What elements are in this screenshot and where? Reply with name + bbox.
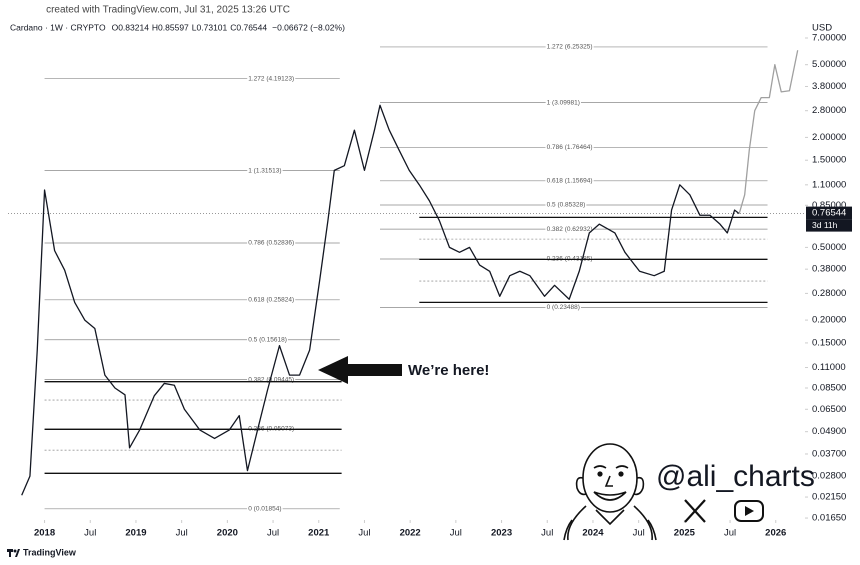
- x-tick-label: 2024: [582, 528, 604, 539]
- x-tick-label: Jul: [84, 528, 96, 539]
- y-tick-label: 0.11000: [812, 362, 846, 373]
- fib-label: 1 (3.09981): [547, 99, 580, 106]
- x-tick-label: Jul: [176, 528, 188, 539]
- x-tick-label: Jul: [541, 528, 553, 539]
- y-tick-label: 5.00000: [812, 59, 846, 70]
- y-tick-label: 1.10000: [812, 179, 846, 190]
- annotation: We’re here!: [408, 362, 489, 379]
- avatar: [563, 443, 657, 541]
- y-tick-label: 0.06500: [812, 404, 846, 415]
- fib-label: 0.618 (0.25824): [248, 297, 294, 304]
- x-tick-label: 2025: [674, 528, 696, 539]
- y-tick-label: 0.01650: [812, 513, 846, 524]
- y-tick-label: 0.28000: [812, 288, 846, 299]
- y-tick-label: 0.02150: [812, 492, 846, 503]
- currency: USD: [812, 23, 832, 34]
- x-icon: [684, 499, 706, 523]
- fib-label: 0 (0.23488): [547, 304, 580, 311]
- price-line: [738, 50, 799, 214]
- y-tick-label: 0.03700: [812, 448, 846, 459]
- x-tick-label: Jul: [450, 528, 462, 539]
- x-tick-label: 2018: [34, 528, 55, 539]
- y-tick-label: 0.04900: [812, 426, 846, 437]
- fib-label: 0.5 (0.85328): [547, 202, 586, 209]
- ohlc-value: C0.76544: [230, 22, 267, 32]
- x-tick-label: Jul: [633, 528, 645, 539]
- x-tick-label: Jul: [358, 528, 370, 539]
- youtube-icon: [734, 500, 764, 522]
- x-tick-label: 2020: [217, 528, 238, 539]
- y-tick-label: 0.85000: [812, 200, 846, 211]
- symbol: Cardano · 1W · CRYPTO: [10, 22, 106, 32]
- arrow: [318, 356, 402, 384]
- y-tick-label: 0.08500: [812, 383, 846, 394]
- y-tick-label: 3.80000: [812, 81, 846, 92]
- countdown-box: [806, 219, 852, 232]
- x-tick-label: 2023: [491, 528, 512, 539]
- y-tick-label: 0.02800: [812, 471, 846, 482]
- fib-label: 0.382 (0.62932): [547, 226, 593, 233]
- fib-label: 0.786 (1.76464): [547, 144, 593, 151]
- y-tick-label: 0.38000: [812, 264, 846, 275]
- ohlc-value: L0.73101: [192, 22, 228, 32]
- handle: @ali_charts: [656, 460, 815, 493]
- tv-logo: [7, 549, 20, 557]
- x-tick-label: 2019: [125, 528, 146, 539]
- y-tick-label: 1.50000: [812, 155, 846, 166]
- last-price-box: [806, 206, 852, 220]
- fib-label: 1.272 (4.19123): [248, 75, 294, 82]
- y-tick-label: 0.15000: [812, 337, 846, 348]
- y-tick-label: 0.20000: [812, 315, 846, 326]
- price-line: [21, 104, 740, 496]
- ohlc-value: O0.83214: [112, 22, 150, 32]
- y-tick-label: 7.00000: [812, 33, 846, 44]
- last-price-label: 0.76544: [812, 208, 846, 219]
- x-tick-label: 2021: [308, 528, 330, 539]
- x-tick-label: 2026: [765, 528, 786, 539]
- countdown: 3d 11h: [812, 220, 838, 230]
- y-tick-label: 0.50000: [812, 242, 846, 253]
- y-tick-label: 2.00000: [812, 132, 846, 143]
- y-tick-label: 2.80000: [812, 105, 846, 116]
- change: −0.06672 (−8.02%): [272, 22, 345, 32]
- symbol-header: Cardano · 1W · CRYPTO O0.83214 H0.85597 L0…: [10, 22, 345, 32]
- x-tick-label: Jul: [724, 528, 736, 539]
- fib-label: 0.382 (0.09445): [248, 376, 294, 383]
- fib-label: 0.786 (0.52836): [248, 240, 294, 247]
- x-tick-label: Jul: [267, 528, 279, 539]
- created-note: created with TradingView.com, Jul 31, 20…: [46, 5, 290, 16]
- fib-label: 0 (0.01854): [248, 506, 281, 513]
- x-tick-label: 2022: [400, 528, 421, 539]
- fib-label: 0.5 (0.15618): [248, 336, 287, 343]
- fib-label: 1.272 (6.25325): [547, 44, 593, 51]
- fib-label: 0.618 (1.15694): [547, 178, 593, 185]
- ohlc-value: H0.85597: [152, 22, 189, 32]
- fib-label: 1 (1.31513): [248, 167, 281, 174]
- brand: TradingView: [23, 547, 77, 557]
